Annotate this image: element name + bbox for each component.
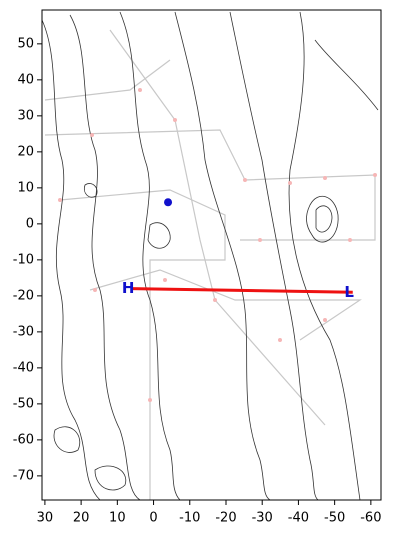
y-tick-label: 20	[17, 144, 34, 159]
y-tick-label: 0	[26, 216, 34, 231]
contours	[41, 11, 379, 501]
marker	[164, 198, 173, 207]
annotation: H	[122, 279, 135, 297]
y-tick-label: -20	[13, 288, 34, 303]
x-tick-label: -60	[360, 511, 381, 526]
frame	[41, 9, 382, 501]
y-tick-label: -70	[13, 468, 34, 483]
y-tick-label: -50	[13, 396, 34, 411]
x-tick-label: -30	[252, 511, 273, 526]
y-tick-label: 30	[17, 108, 34, 123]
x-tick-label: -50	[324, 511, 345, 526]
roads	[44, 29, 376, 500]
y-tick-label: 40	[17, 72, 34, 87]
y-tick-label: -40	[13, 360, 34, 375]
y-tick-label: 50	[17, 36, 34, 51]
y-tick-label: -30	[13, 324, 34, 339]
y-tick-label: -60	[13, 432, 34, 447]
y-tick-label: -10	[13, 252, 34, 267]
x-tick-label: -40	[288, 511, 309, 526]
y-tick-label: 10	[17, 180, 34, 195]
x-tick-label: 20	[73, 511, 90, 526]
sites	[58, 88, 377, 402]
x-tick-label: -10	[179, 511, 200, 526]
profile-line	[131, 287, 353, 294]
annotation: L	[344, 283, 354, 301]
x-tick-label: 30	[37, 511, 54, 526]
x-tick-label: -20	[215, 511, 236, 526]
x-tick-label: 10	[109, 511, 126, 526]
x-tick-label: 0	[149, 511, 157, 526]
